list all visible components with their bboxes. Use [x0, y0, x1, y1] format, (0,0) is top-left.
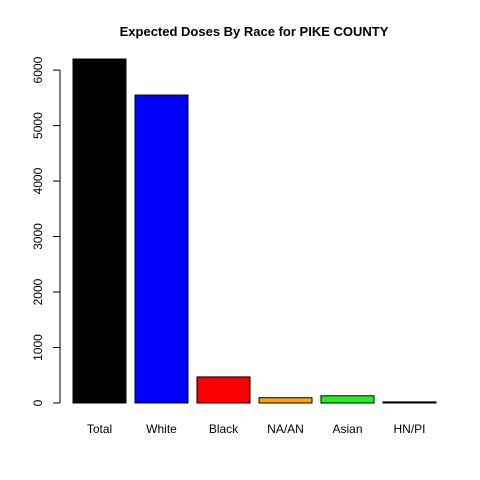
x-tick-label: Black	[209, 422, 239, 436]
y-tick-label: 0	[31, 399, 45, 406]
bar	[382, 401, 437, 404]
bar	[258, 397, 313, 404]
y-tick-label: 2000	[31, 278, 45, 305]
bar	[196, 376, 251, 404]
x-tick-label: HN/PI	[393, 422, 425, 436]
bars	[72, 58, 437, 404]
bar	[320, 395, 375, 404]
y-tick-label: 1000	[31, 334, 45, 361]
y-tick-label: 6000	[31, 56, 45, 83]
bar	[134, 94, 189, 404]
x-tick-label: NA/AN	[267, 422, 304, 436]
y-axis: 0 1000 2000 3000 4000 5000 6000	[31, 56, 61, 406]
y-tick-label: 5000	[31, 112, 45, 139]
x-tick-label: White	[146, 422, 177, 436]
y-tick-label: 4000	[31, 167, 45, 194]
y-tick-label: 3000	[31, 223, 45, 250]
x-tick-label: Total	[87, 422, 112, 436]
x-axis-labels: Total White Black NA/AN Asian HN/PI	[87, 422, 426, 436]
x-tick-label: Asian	[332, 422, 362, 436]
chart-title: Expected Doses By Race for PIKE COUNTY	[120, 24, 389, 39]
bar	[72, 58, 127, 404]
